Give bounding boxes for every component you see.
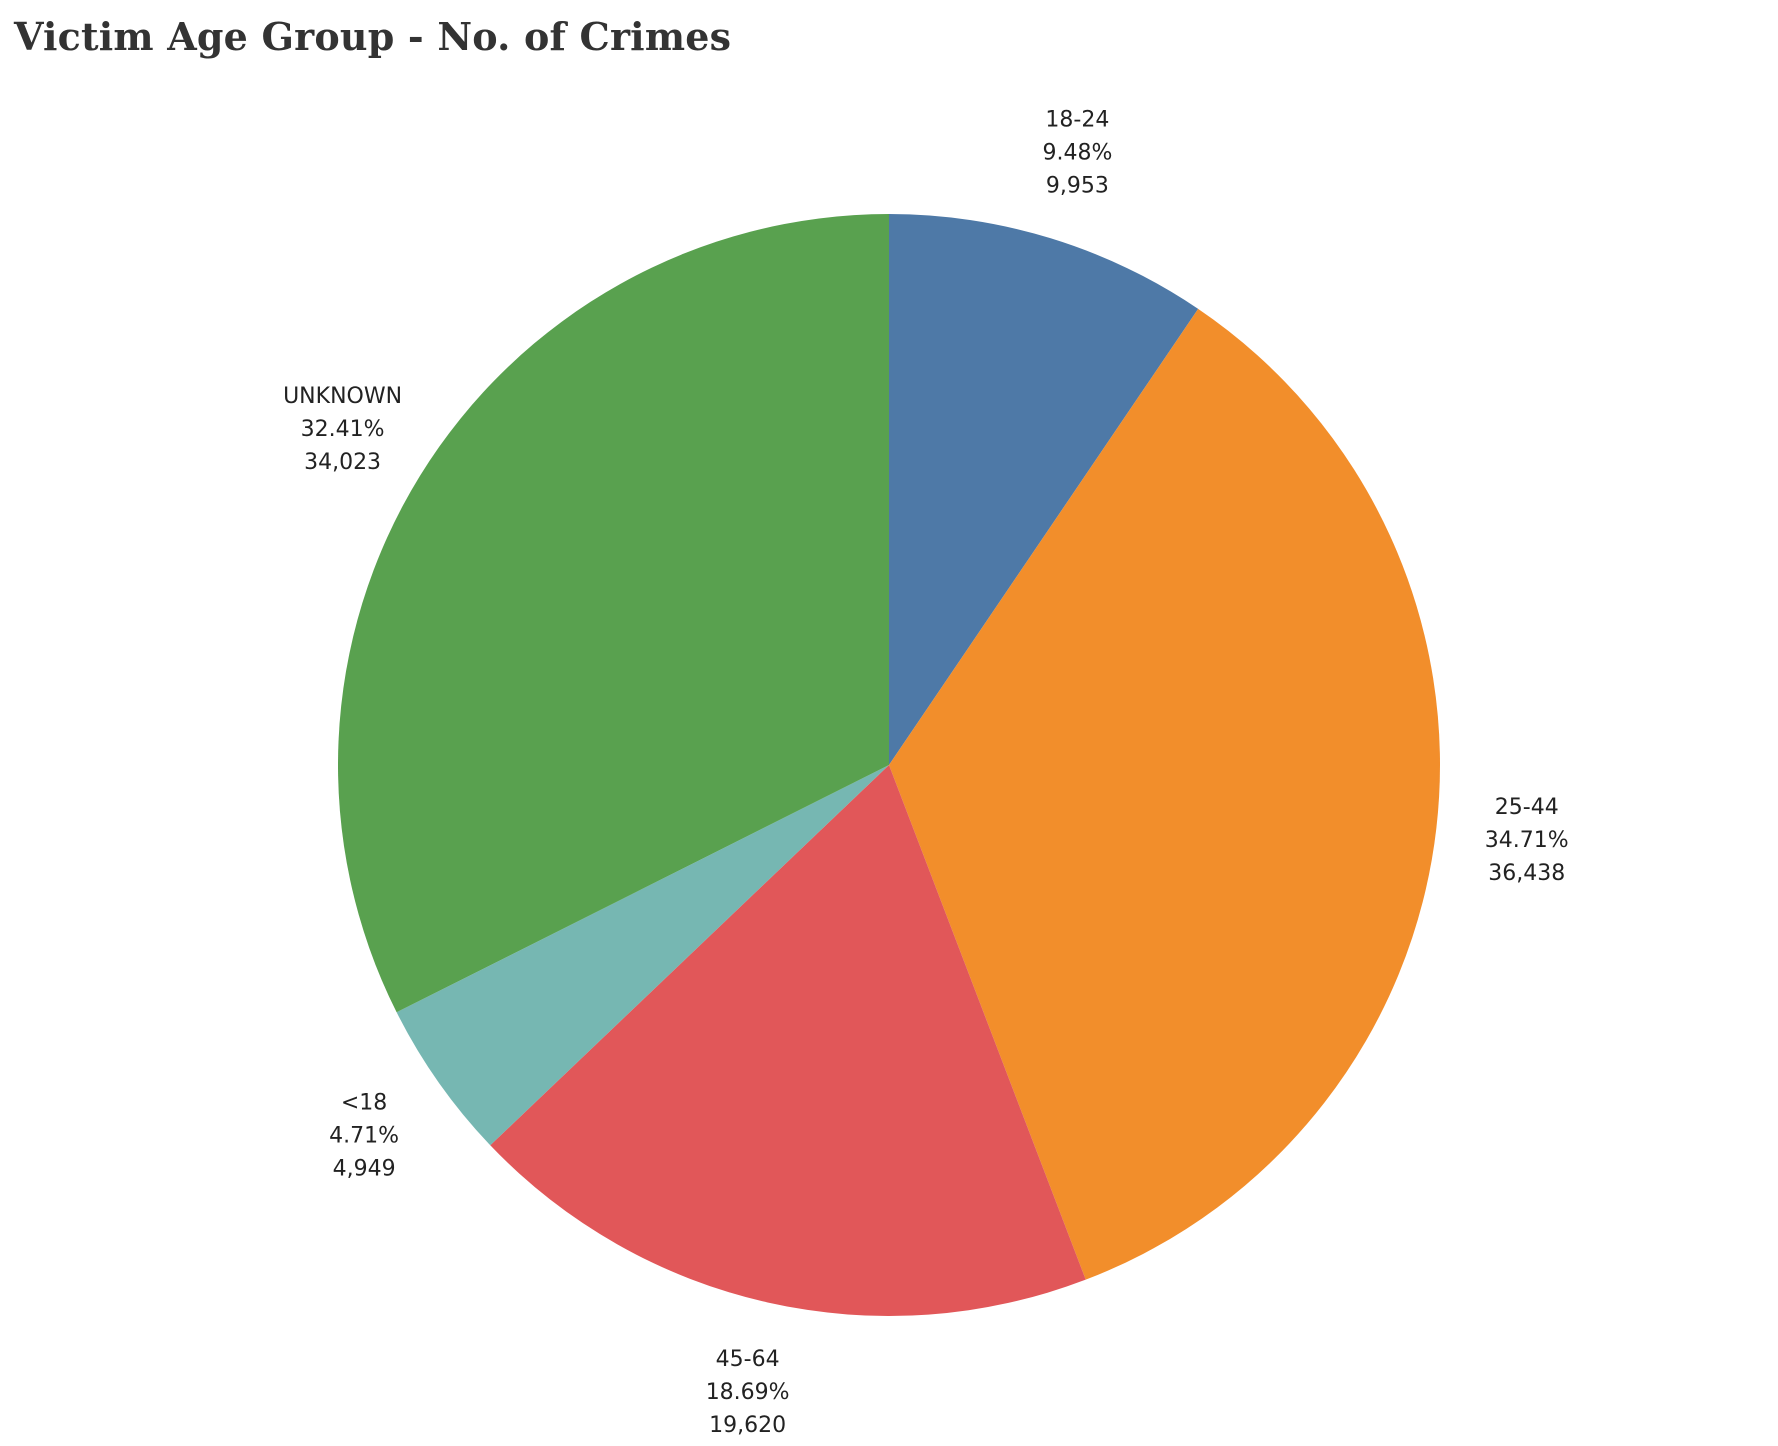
- slice-label-percent: 18.69%: [706, 1380, 790, 1405]
- pie-slice-25-44: [889, 308, 1440, 1280]
- slice-label-under-18: <18 4.71% 4,949: [329, 1091, 399, 1182]
- slice-label-category: 18-24: [1045, 107, 1109, 132]
- pie-labels: 18-24 9.48% 9,953 25-44 34.71% 36,438 45-64 18.…: [283, 107, 1569, 1438]
- slice-label-category: 25-44: [1495, 795, 1559, 820]
- slice-label-percent: 34.71%: [1485, 828, 1569, 853]
- slice-label-25-44: 25-44 34.71% 36,438: [1485, 795, 1569, 886]
- slice-label-count: 34,023: [304, 450, 381, 475]
- slice-label-category: 45-64: [716, 1347, 780, 1372]
- slice-label-percent: 4.71%: [329, 1124, 399, 1149]
- chart-title: Victim Age Group - No. of Crimes: [14, 14, 732, 59]
- slice-label-45-64: 45-64 18.69% 19,620: [706, 1347, 790, 1438]
- slice-label-count: 19,620: [709, 1413, 786, 1438]
- slice-label-percent: 32.41%: [301, 417, 385, 442]
- slice-label-count: 36,438: [1488, 861, 1565, 886]
- slice-label-unknown: UNKNOWN 32.41% 34,023: [283, 384, 402, 475]
- slice-label-count: 4,949: [333, 1157, 396, 1182]
- pie-slices: [338, 214, 1440, 1317]
- slice-label-18-24: 18-24 9.48% 9,953: [1042, 107, 1112, 198]
- slice-label-count: 9,953: [1046, 173, 1109, 198]
- pie-slice-18-24: [889, 214, 1199, 765]
- pie-slice-unknown: [338, 214, 890, 1013]
- slice-label-percent: 9.48%: [1042, 140, 1112, 165]
- slice-label-category: UNKNOWN: [283, 384, 402, 409]
- slice-label-category: <18: [341, 1091, 387, 1116]
- pie-slice-under-18: [396, 765, 889, 1146]
- pie-slice-45-64: [490, 765, 1086, 1317]
